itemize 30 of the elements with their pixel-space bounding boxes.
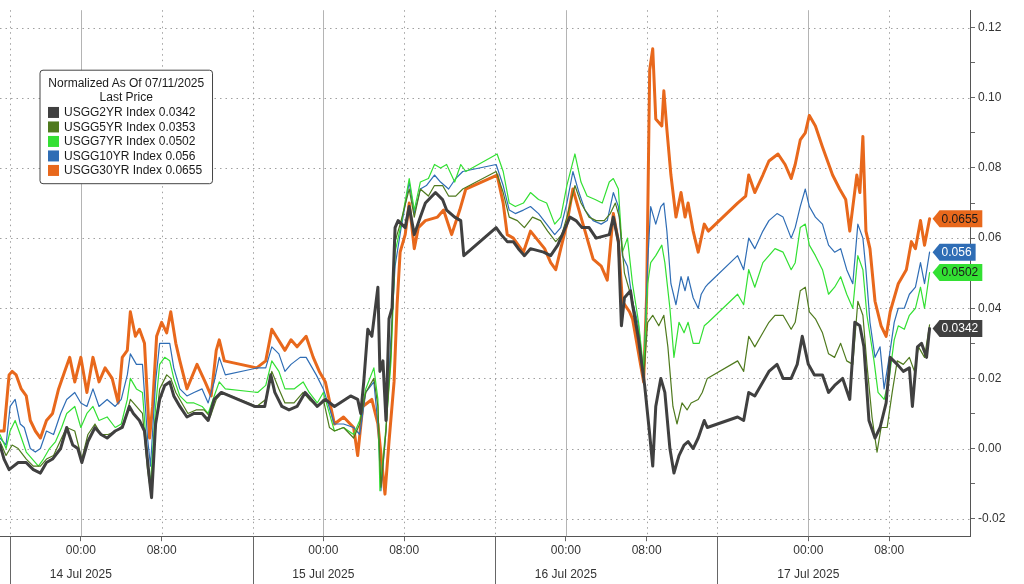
legend-label: USGG2YR Index 0.0342: [64, 105, 196, 120]
x-tick-label: 08:00: [631, 542, 663, 557]
x2-tick-label: 14 Jul 2025: [49, 567, 113, 582]
legend-label: USGG30YR Index 0.0655: [64, 163, 203, 178]
x2-tick-label: 17 Jul 2025: [777, 567, 840, 582]
y-tick-label: 0.12: [978, 20, 1002, 35]
y-tick-label: 0.00: [978, 440, 1002, 455]
x-tick-label: 00:00: [793, 542, 824, 557]
x2-tick-label: 16 Jul 2025: [534, 567, 598, 582]
x2-tick-label: 15 Jul 2025: [292, 567, 355, 582]
y-tick-label: 0.08: [978, 160, 1002, 175]
y-tick-label: 0.06: [978, 230, 1002, 245]
x-tick-label: 08:00: [146, 542, 178, 557]
legend-label: USGG10YR Index 0.056: [64, 148, 196, 163]
x-tick-label: 08:00: [874, 542, 905, 557]
data-label: 0.0502: [941, 265, 979, 280]
y-tick-label: -0.02: [978, 510, 1006, 525]
y-tick-label: 0.04: [978, 300, 1002, 315]
x-tick-label: 00:00: [65, 542, 97, 557]
y-tick-label: 0.02: [978, 370, 1002, 385]
x-tick-label: 00:00: [308, 542, 339, 557]
legend-title: Normalized As Of 07/11/2025 Last Price: [48, 75, 205, 105]
x-tick-label: 00:00: [550, 542, 582, 557]
legend-label: USGG7YR Index 0.0502: [64, 134, 196, 149]
data-label: 0.0342: [941, 321, 979, 336]
data-label: 0.0655: [941, 211, 979, 226]
x-tick-label: 08:00: [389, 542, 420, 557]
y-tick-label: 0.10: [978, 90, 1002, 105]
data-label: 0.056: [941, 244, 972, 259]
legend-label: USGG5YR Index 0.0353: [64, 119, 196, 134]
